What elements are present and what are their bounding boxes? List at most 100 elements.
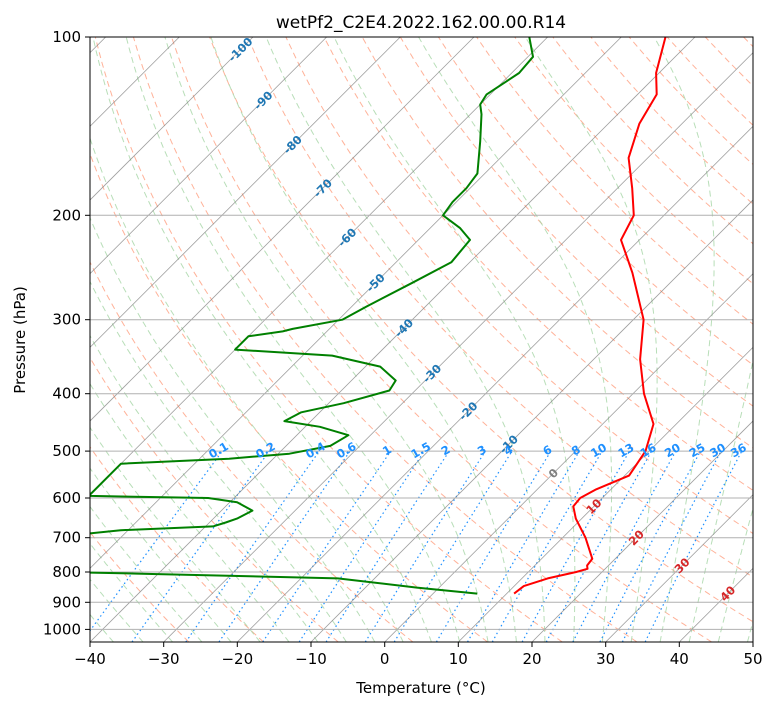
plot-frame: [89, 36, 754, 643]
y-tick-label: 300: [52, 311, 81, 329]
dry-adiabat-line: [476, 37, 753, 325]
isotherm-line: [531, 420, 753, 642]
moist-adiabat-line: [717, 506, 753, 642]
dry-adiabat-line: [743, 37, 753, 48]
moist-adiabat-line: [653, 37, 715, 642]
dry-adiabat-line: [437, 37, 753, 366]
moist-adiabats: [90, 37, 753, 642]
dry-adiabat-line: [247, 37, 753, 578]
y-tick-label: 200: [52, 206, 81, 224]
dry-adiabat-line: [666, 37, 753, 126]
mixing-ratio-lines: [90, 450, 743, 642]
moist-adiabat-line: [333, 37, 576, 642]
y-tick-label: 700: [52, 529, 81, 547]
mixing-ratio-label: 1: [380, 442, 394, 458]
moist-adiabat-line: [90, 505, 203, 642]
y-tick-label: 1000: [43, 620, 81, 638]
isotherm-line: [237, 125, 753, 642]
mixing-ratio-line: [572, 450, 677, 642]
isotherm-line: [384, 273, 753, 642]
y-axis-ticks: 100 200 300 400 500 600 700 800 900 1000: [43, 28, 90, 638]
isotherm-line: [90, 37, 622, 569]
x-tick-label: 20: [522, 650, 541, 668]
dry-adiabat-line: [94, 37, 563, 642]
dry-adiabat-line: [90, 446, 264, 642]
isotherm-line: [752, 641, 753, 642]
x-tick-label: −10: [295, 650, 327, 668]
mixing-ratio-line: [298, 450, 425, 642]
dry-adiabat-line: [590, 37, 753, 205]
mixing-ratio-line: [218, 450, 351, 642]
y-tick-label: 800: [52, 563, 81, 581]
dry-adiabat-line: [209, 37, 753, 623]
moist-adiabat-line: [90, 136, 404, 642]
mixing-ratio-label: 30: [707, 440, 728, 460]
dry-adiabat-line: [704, 37, 753, 87]
mixing-ratio-line: [435, 450, 552, 642]
isotherm-line: [90, 37, 401, 348]
x-tick-label: 0: [380, 650, 390, 668]
x-tick-label: 50: [743, 650, 762, 668]
dry-adiabat-line: [323, 37, 753, 491]
moist-adiabat-line: [418, 37, 613, 642]
dry-adiabat-line: [90, 356, 339, 642]
mixing-ratio-label: 2: [439, 442, 453, 458]
dry-adiabat-line: [90, 152, 488, 642]
mixing-ratio-label: 6: [540, 442, 554, 458]
mixing-ratio-label: 16: [638, 440, 659, 460]
y-axis-label: Pressure (hPa): [11, 286, 29, 394]
mixing-ratio-line: [466, 450, 580, 642]
dewpoint-profile-line: [90, 37, 534, 595]
y-tick-label: 100: [52, 28, 81, 46]
mixing-ratio-label: 10: [588, 440, 609, 460]
moist-adiabat-line: [90, 382, 290, 642]
x-tick-label: −20: [221, 650, 253, 668]
temperature-profile-line: [513, 37, 667, 595]
y-tick-label: 400: [52, 385, 81, 403]
moist-adiabat-line: [90, 542, 173, 642]
isotherm-line: [163, 52, 753, 642]
mixing-ratio-label: 3: [475, 442, 489, 458]
moist-adiabat-line: [210, 37, 517, 642]
dry-adiabat-line: [90, 260, 414, 642]
mixing-ratio-label: 36: [728, 440, 749, 460]
dry-adiabats: [90, 37, 753, 642]
moist-adiabat-line: [164, 37, 489, 642]
moist-adiabat-line: [90, 280, 347, 642]
isotherm-line: [90, 37, 475, 422]
mixing-ratio-line: [364, 450, 486, 642]
moist-adiabat-line: [688, 358, 753, 642]
y-tick-label: 600: [52, 489, 81, 507]
moist-adiabat-line: [90, 467, 232, 642]
x-tick-label: −30: [148, 650, 180, 668]
x-tick-label: 40: [670, 650, 689, 668]
mixing-ratio-line: [393, 450, 513, 642]
isotherm-line: [458, 346, 753, 642]
mixing-ratio-label: 13: [616, 440, 637, 460]
profile-series: [90, 37, 667, 595]
isotherm-line: [90, 37, 327, 275]
moist-adiabat-line: [90, 426, 261, 642]
isotherm-line: [90, 37, 696, 642]
mixing-ratio-line: [599, 450, 702, 642]
moist-adiabat-line: [92, 37, 432, 642]
mixing-ratio-line: [262, 450, 392, 642]
y-tick-label: 900: [52, 593, 81, 611]
moist-adiabat-line: [90, 578, 144, 642]
isotherm-line: [90, 37, 254, 201]
mixing-ratio-label: 20: [662, 440, 683, 460]
moist-adiabat-line: [90, 216, 376, 642]
mixing-ratio-labels: 0.1 0.2 0.4 0.6 1 1.5 2 3 4 6 8 10 13 16 20 25 30 36: [206, 439, 749, 461]
dry-adiabat-line: [132, 37, 638, 642]
isotherm-line: [605, 494, 753, 642]
x-tick-label: −40: [74, 650, 106, 668]
isotherms: [90, 37, 753, 642]
x-tick-label: 10: [449, 650, 468, 668]
isotherm-line: [679, 567, 753, 642]
dry-adiabat-line: [285, 37, 753, 535]
mixing-ratio-line: [131, 450, 270, 642]
moist-adiabat-line: [90, 334, 319, 642]
x-axis-label: Temperature (°C): [355, 679, 485, 697]
dry-adiabat-line: [171, 37, 712, 642]
